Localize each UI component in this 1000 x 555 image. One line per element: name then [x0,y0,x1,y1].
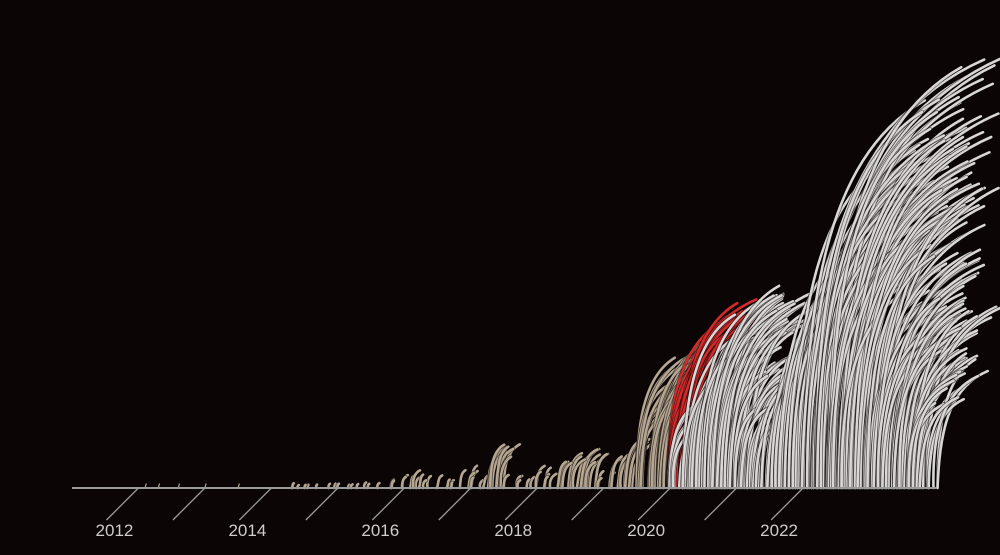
before-data-point [410,468,426,491]
x-axis-tick [770,487,804,521]
x-tick-label: 2012 [96,521,134,540]
x-axis-tick [371,487,405,521]
x-axis: 2012 2014 2016 2018 2020 2022 [72,487,936,540]
strand-layer [144,56,1000,491]
x-axis-tick [571,487,605,521]
x-tick-label: 2016 [361,521,399,540]
x-axis-tick [504,487,538,521]
before-data-point [515,475,537,491]
x-axis-tick [106,487,139,521]
before-data-point [444,477,456,491]
x-tick-label: 2020 [627,521,665,540]
x-tick-label: 2022 [760,521,798,540]
before-data-point [420,473,445,491]
x-axis-tick [172,487,206,521]
before-data-point [541,471,559,491]
x-tick-label: 2014 [228,521,266,540]
before-data-point [388,477,396,491]
before-data-point [468,473,491,491]
x-axis-tick [305,487,339,521]
x-axis-tick [637,487,671,521]
x-tick-label: 2018 [494,521,532,540]
before-data-point [568,447,602,491]
x-axis-tick [704,487,738,521]
after-data-point [905,346,990,491]
x-axis-tick [238,487,272,521]
x-axis-tick [438,487,472,521]
